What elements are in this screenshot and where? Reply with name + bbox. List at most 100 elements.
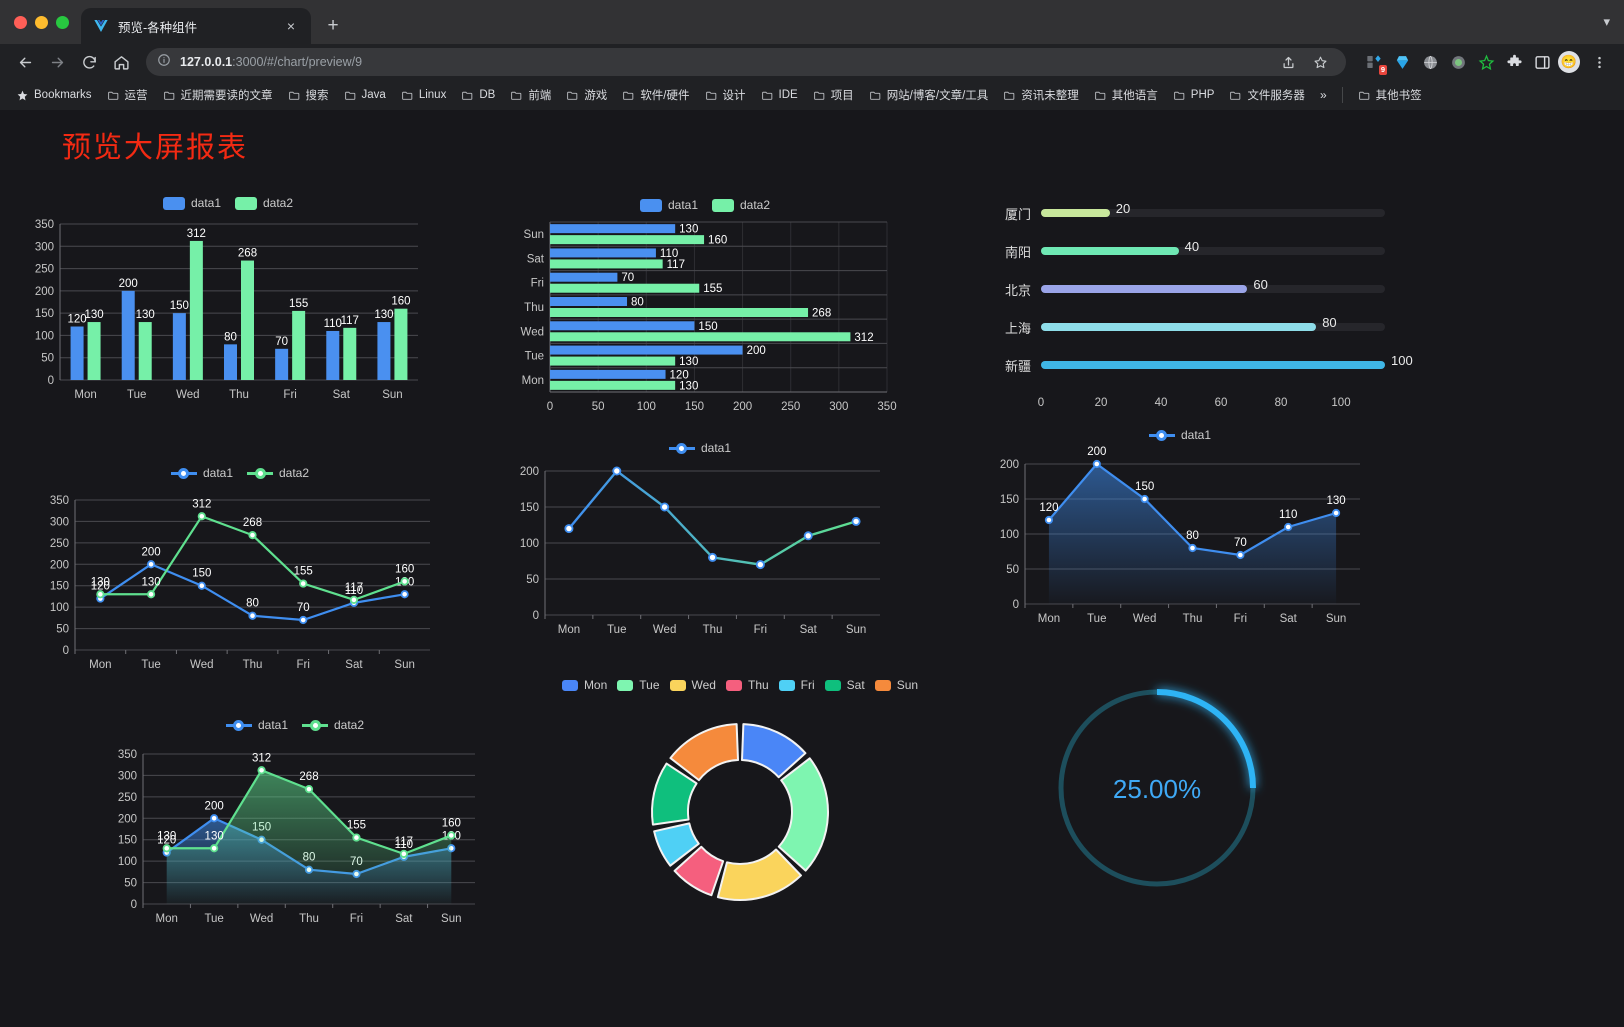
minimize-window-button[interactable] [35, 15, 48, 29]
legend-item[interactable]: Wed [669, 678, 716, 692]
data-point [612, 466, 622, 476]
legend-line-marker [1148, 429, 1175, 441]
legend-item[interactable]: Tue [617, 678, 660, 692]
legend-item[interactable]: data1 [668, 441, 731, 455]
pie-slice[interactable] [673, 845, 725, 897]
bookmark-folder-6[interactable]: 前端 [504, 84, 557, 106]
legend-item[interactable]: Fri [778, 678, 815, 692]
legend-item[interactable]: data1 [639, 198, 698, 212]
progress-row[interactable]: 上海 80 [985, 308, 1385, 346]
back-arrow-icon[interactable] [10, 47, 40, 77]
share-icon[interactable] [1273, 47, 1303, 77]
close-window-button[interactable] [14, 15, 27, 29]
legend-item[interactable]: data1 [162, 196, 221, 210]
progress-row[interactable]: 新疆 100 [985, 346, 1413, 384]
chart-panel-area-double[interactable]: data1 data2 0 50 100 150 200 250 300 350 Mon Tue We… [95, 718, 495, 947]
bookmark-folder-0[interactable]: 运营 [101, 84, 154, 106]
legend-item[interactable]: Sun [874, 678, 918, 692]
sidepanel-icon[interactable] [1530, 50, 1554, 74]
bookmark-manager-button[interactable]: Bookmarks [10, 86, 98, 105]
legend-item[interactable]: data1 [1148, 428, 1211, 442]
pie-slice[interactable] [669, 723, 740, 782]
progress-row[interactable]: 厦门 20 [985, 194, 1385, 232]
close-tab-button[interactable]: × [286, 18, 296, 34]
legend-item[interactable]: data2 [247, 466, 309, 480]
pie-slice[interactable] [740, 723, 807, 779]
bookmark-folder-9[interactable]: 设计 [699, 84, 752, 106]
bookmark-folder-5[interactable]: DB [455, 86, 501, 105]
legend-item[interactable]: data2 [712, 198, 770, 212]
pie-slice[interactable] [777, 757, 829, 872]
url-path: :3000/#/chart/preview/9 [232, 55, 363, 69]
progress-row[interactable]: 北京 60 [985, 270, 1385, 308]
address-bar[interactable]: 127.0.0.1:3000/#/chart/preview/9 [146, 48, 1346, 76]
chart-text: 312 [854, 332, 873, 344]
chart-text: 250 [118, 792, 137, 804]
bookmark-folder-label: 设计 [722, 90, 746, 102]
bookmark-folder-1[interactable]: 近期需要读的文章 [157, 84, 279, 106]
bookmark-folder-4[interactable]: Linux [395, 86, 453, 105]
folder-icon [1173, 91, 1185, 100]
bar [550, 369, 666, 379]
bookmark-folder-2[interactable]: 搜索 [282, 84, 335, 106]
bookmarks-overflow-button[interactable]: » [1319, 88, 1327, 102]
home-icon[interactable] [106, 47, 136, 77]
pie-slice[interactable] [651, 762, 698, 826]
chart-panel-line-gradient[interactable]: data1 0 50 100 150 200 Mon Tue Wed Thu Fri Sat Sun [500, 441, 900, 660]
legend-item[interactable]: data2 [302, 718, 364, 732]
bookmark-folder-16[interactable]: 文件服务器 [1223, 84, 1311, 106]
star-green-icon[interactable] [1474, 50, 1498, 74]
chart-panel-line-double[interactable]: data1 data2 0 50 100 150 200 250 300 350 Mon Tue We… [30, 466, 450, 695]
legend-item[interactable]: Sat [824, 678, 865, 692]
bookmark-folder-13[interactable]: 资讯未整理 [997, 84, 1085, 106]
bookmark-folder-14[interactable]: 其他语言 [1088, 84, 1164, 106]
chart-panel-progress[interactable]: 厦门 20 南阳 40 北京 60 上海 80 新疆 100 0 20 40 60 80 100 [985, 194, 1413, 425]
bookmark-folder-11[interactable]: 项目 [807, 84, 860, 106]
chart-text: 150 [698, 321, 717, 333]
chart-panel-gauge[interactable]: 25.00% [1035, 666, 1285, 931]
legend-bar-horizontal: data1 data2 [505, 198, 905, 212]
chevron-down-icon[interactable]: ▾ [1603, 14, 1610, 29]
info-circle-icon[interactable] [157, 53, 171, 72]
bookmark-folder-label: IDE [778, 89, 798, 101]
chart-panel-bar-vertical[interactable]: data1 data2 0 50 100 150 200 250 300 350 Mon 120 13… [18, 196, 438, 425]
bookmark-folder-7[interactable]: 游戏 [560, 84, 613, 106]
bookmark-folder-10[interactable]: IDE [755, 86, 804, 105]
legend-item[interactable]: data1 [170, 466, 233, 480]
chart-text: Sun [441, 913, 461, 925]
forward-arrow-icon[interactable] [42, 47, 72, 77]
progress-bar-list: 厦门 20 南阳 40 北京 60 上海 80 新疆 100 [985, 194, 1413, 384]
bookmark-folder-8[interactable]: 软件/硬件 [616, 84, 695, 106]
chart-panel-bar-horizontal[interactable]: data1 data2 0 50 100 150 200 250 300 350 Sun 130 16… [505, 198, 905, 432]
other-bookmarks-folder[interactable]: 其他书签 [1352, 84, 1428, 106]
circle-icon[interactable] [1446, 50, 1470, 74]
legend-item[interactable]: data1 [225, 718, 288, 732]
chart-panel-area-single[interactable]: data1 0 50 100 150 200 Mon Tue Wed Thu Fri Sat Sun 1… [980, 428, 1380, 652]
profile-avatar-icon[interactable]: 😁 [1558, 51, 1580, 73]
progress-row[interactable]: 南阳 40 [985, 232, 1385, 270]
chart-panel-donut[interactable]: Mon Tue Wed Thu Fri Sat Sun [520, 678, 960, 942]
star-outline-icon[interactable] [1305, 47, 1335, 77]
pie-slice[interactable] [653, 822, 700, 867]
reload-icon[interactable] [74, 47, 104, 77]
folder-icon [163, 91, 174, 100]
folder-icon [623, 91, 634, 100]
bookmark-folder-15[interactable]: PHP [1167, 86, 1221, 105]
bookmark-folder-12[interactable]: 网站/博客/文章/工具 [863, 84, 995, 106]
legend-item[interactable]: Thu [725, 678, 769, 692]
chart-text: 100 [520, 538, 539, 550]
legend-item[interactable]: data2 [235, 196, 293, 210]
chart-text: Mon [89, 659, 111, 671]
three-dot-menu-icon[interactable] [1584, 47, 1614, 77]
chart-text: 268 [238, 248, 257, 260]
legend-item[interactable]: Mon [561, 678, 607, 692]
puzzle-icon[interactable] [1502, 50, 1526, 74]
browser-tab[interactable]: 预览-各种组件 × [81, 8, 311, 44]
bookmark-folder-3[interactable]: Java [338, 86, 392, 105]
pie-slice[interactable] [716, 848, 802, 901]
puzzle-badge-icon[interactable]: 9 [1362, 50, 1387, 75]
globe-icon[interactable] [1418, 50, 1442, 74]
new-tab-button[interactable]: + [327, 15, 339, 36]
diamond-icon[interactable] [1390, 50, 1414, 74]
maximize-window-button[interactable] [56, 15, 69, 29]
